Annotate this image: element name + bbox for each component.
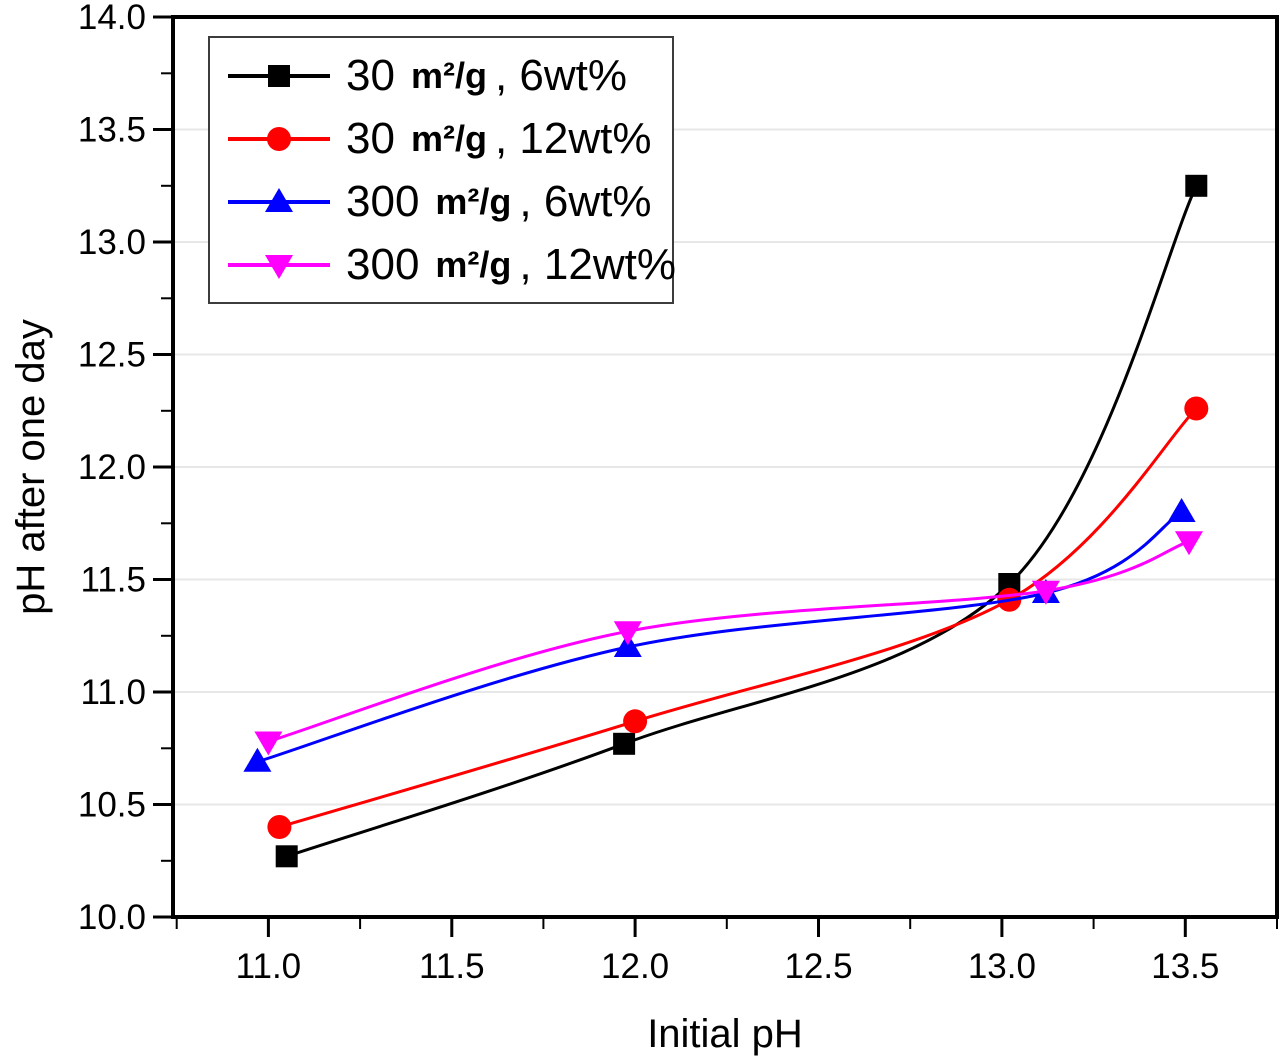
legend-qty: 30 [346,113,395,163]
y-tick-label: 13.0 [78,223,146,262]
legend-item-2: 300 m²/g , 6wt% [224,170,672,233]
marker-circle [623,709,648,734]
legend-rest: , 6wt% [519,176,652,226]
plot-frame [171,15,1279,919]
legend-label: 300 m²/g , 6wt% [346,177,651,227]
series-line-2 [256,510,1183,764]
marker-triangle-down [613,621,642,646]
legend-marker-square [228,64,330,87]
y-tick-label: 10.0 [78,898,146,937]
marker-triangle-up [243,747,272,772]
marker-square [613,732,636,755]
x-tick-label: 12.5 [784,947,852,986]
legend-unit: m²/g [410,117,487,159]
y-tick-label: 12.0 [78,448,146,487]
y-axis-title: pH after one day [9,319,53,615]
x-tick-label: 11.5 [419,947,485,986]
legend-marker-triangle-down [228,254,330,279]
marker-square [268,64,290,87]
y-tick-label: 10.5 [78,786,146,825]
legend-qty: 30 [346,50,395,100]
y-tick-label: 12.5 [78,336,146,375]
legend-rest: , 6wt% [494,50,627,100]
marker-square [1185,174,1208,197]
legend-marker-circle [228,126,330,151]
series-line-3 [267,539,1190,743]
x-axis-title: Initial pH [647,1012,803,1056]
y-tick-label: 11.5 [80,561,146,600]
legend-rest: , 12wt% [494,113,652,163]
marker-triangle-up [1167,498,1196,522]
legend-unit: m²/g [435,243,512,285]
legend-rest: , 12wt% [519,239,676,289]
legend-item-3: 300 m²/g , 12wt% [224,233,676,296]
marker-triangle-up [265,187,293,212]
marker-square [275,845,298,868]
x-tick-label: 13.0 [968,947,1036,986]
legend-label: 30 m²/g , 12wt% [346,114,651,164]
legend-label: 300 m²/g , 12wt% [346,240,676,290]
legend-unit: m²/g [435,180,512,222]
legend-item-0: 30 m²/g , 6wt% [224,44,672,107]
y-tick-label: 14.0 [78,0,146,37]
marker-circle [267,126,291,151]
legend-marker-triangle-up [228,187,330,212]
marker-triangle-down [265,254,293,279]
series-line-0 [286,185,1198,858]
marker-circle [267,815,292,839]
marker-triangle-down [254,731,283,756]
legend-label: 30 m²/g , 6wt% [346,51,627,101]
x-tick-label: 12.0 [601,947,669,986]
x-tick-label: 11.0 [236,947,302,986]
legend-qty: 300 [346,176,420,226]
series-line-1 [278,407,1198,829]
y-tick-label: 13.5 [78,111,146,150]
legend-unit: m²/g [410,54,487,96]
marker-triangle-down [1175,531,1203,556]
legend: 30 m²/g , 6wt% 30 m²/g , 12wt% 300 m²/g … [208,36,676,304]
legend-item-1: 30 m²/g , 12wt% [224,107,672,170]
marker-circle [1184,396,1209,421]
legend-qty: 300 [346,239,420,289]
x-tick-label: 13.5 [1151,947,1219,986]
marker-triangle-down [1031,580,1060,605]
y-tick-label: 11.0 [80,673,146,712]
